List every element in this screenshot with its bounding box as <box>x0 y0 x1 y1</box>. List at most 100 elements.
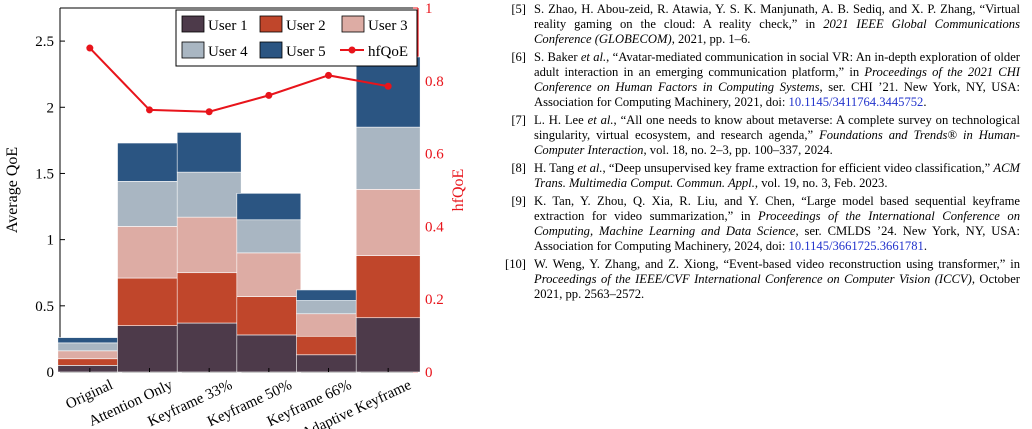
hfqoe-point <box>86 44 94 52</box>
legend-swatch <box>259 15 283 33</box>
hfqoe-line <box>89 47 389 113</box>
reference-text-part: L. H. Lee <box>534 113 588 127</box>
reference-text: H. Tang et al., “Deep unsupervised key f… <box>534 161 1020 191</box>
reference-number: [8] <box>511 161 526 175</box>
y2-tick-label: 0 <box>425 365 433 381</box>
reference-text-part: K. Tan, Y. Zhou, Q. Xia, R. Liu, and Y. … <box>534 194 1020 223</box>
bar-segment <box>117 277 182 326</box>
bar-segment <box>355 56 421 128</box>
reference-text-part: W. Weng, Y. Zhang, and Z. Xiong, “Event-… <box>534 257 1020 271</box>
reference-text-part: . <box>923 239 927 253</box>
reference-text-part: , ser. CMLDS ’24. New York, NY, USA: Ass… <box>534 224 1021 253</box>
reference-text-part: S. Baker <box>534 50 581 64</box>
reference-text-part: et al. <box>580 50 607 64</box>
hfqoe-point <box>265 91 273 99</box>
reference-entry: [10] W. Weng, Y. Zhang, and Z. Xiong, “Ev… <box>500 257 1020 302</box>
reference-number: [6] <box>511 50 526 64</box>
bar-segment <box>176 272 242 324</box>
reference-text: L. H. Lee et al., “All one needs to know… <box>534 113 1020 158</box>
hfqoe-point <box>146 106 153 114</box>
reference-number: [9] <box>511 194 526 208</box>
stacked-bar-chart: 0 0.5 1 1.5 2 2.5 0 0.2 0.4 0.6 0.8 1 Average QoE hfQ… <box>4 1 467 429</box>
y2-tick-label: 1 <box>425 1 433 17</box>
reference-number: [7] <box>511 113 526 127</box>
bar-segment <box>296 313 361 337</box>
legend-swatch <box>181 15 205 33</box>
legend-label: User 4 <box>208 44 248 60</box>
reference-text-part: , “Avatar-mediated communication in soci… <box>534 50 1020 79</box>
bar-segment <box>236 252 302 297</box>
reference-entry: [8] H. Tang et al., “Deep unsupervised ke… <box>500 161 1020 191</box>
reference-entry: [7] L. H. Lee et al., “All one needs to k… <box>500 113 1020 158</box>
reference-text-part: , ser. CHI ’21. New York, NY, USA: Assoc… <box>534 80 1020 109</box>
reference-text-part: , vol. 19, no. 3, Feb. 2023. <box>754 176 888 190</box>
y2-tick-label: 0.4 <box>425 219 444 235</box>
references-list: [5] S. Zhao, H. Abou-zeid, R. Atawia, Y. … <box>500 2 1020 305</box>
hfqoe-point <box>325 71 332 79</box>
bar-segment <box>296 335 361 356</box>
reference-text: S. Baker et al., “Avatar-mediated commun… <box>534 50 1020 110</box>
bar-segment <box>117 226 182 279</box>
y-tick-label: 1 <box>47 233 55 249</box>
reference-entry: [9] K. Tan, Y. Zhou, Q. Xia, R. Liu, and … <box>500 194 1020 254</box>
bar-segment <box>355 317 421 373</box>
bar-segment <box>117 142 182 182</box>
bar-segment <box>236 193 302 221</box>
reference-text-part: , October 2021, pp. 2563–2572. <box>534 272 1020 301</box>
reference-text-part: , vol. 18, no. 2–3, pp. 100–337, 2024. <box>643 143 833 157</box>
bar-segment <box>57 358 123 366</box>
legend-swatch <box>341 15 365 33</box>
legend-box <box>175 9 418 67</box>
bar-segment <box>355 126 421 190</box>
y-tick-label: 1.5 <box>35 166 54 182</box>
reference-text: S. Zhao, H. Abou-zeid, R. Atawia, Y. S. … <box>534 2 1020 47</box>
y-tick-label: 0.5 <box>35 299 54 315</box>
reference-text-part: . <box>923 95 927 109</box>
y-tick-label: 0 <box>47 365 55 381</box>
reference-text-part: 2021 IEEE Global Communications Conferen… <box>534 17 1020 46</box>
reference-entry: [5] S. Zhao, H. Abou-zeid, R. Atawia, Y. … <box>500 2 1020 47</box>
bar-segment <box>176 171 242 218</box>
bar-segment <box>176 216 242 274</box>
legend-line-marker <box>348 46 356 54</box>
bar-segment <box>355 255 421 319</box>
doi-link[interactable]: 10.1145/3661725.3661781 <box>788 239 924 253</box>
bar-segment <box>236 219 302 254</box>
y-tick-label: 2.5 <box>35 34 54 50</box>
hfqoe-point <box>205 108 213 116</box>
reference-text-part: Proceedings of the IEEE/CVF Internationa… <box>534 272 972 286</box>
bar-segment <box>117 325 182 373</box>
reference-text-part: , 2021, pp. 1–6. <box>671 32 751 46</box>
reference-text-part: Proceedings of the International Confere… <box>534 209 1020 238</box>
legend-label: hfQoE <box>368 44 408 60</box>
bar-segment <box>355 189 421 256</box>
reference-number: [10] <box>505 257 526 271</box>
y2-axis-label: hfQoE <box>450 169 467 212</box>
reference-text-part: ACM Trans. Multimedia Comput. Commun. Ap… <box>534 161 1020 190</box>
legend-swatch <box>259 41 283 59</box>
chart-figure: 0 0.5 1 1.5 2 2.5 0 0.2 0.4 0.6 0.8 1 Average QoE hfQ… <box>0 0 470 429</box>
legend-label: User 1 <box>208 18 248 34</box>
reference-number: [5] <box>511 2 526 16</box>
y2-tick-label: 0.6 <box>425 147 444 163</box>
y-tick-label: 2 <box>47 100 55 116</box>
reference-text-part: Foundations and Trends® in Human-Compute… <box>534 128 1020 157</box>
legend-label: User 2 <box>286 18 326 34</box>
bar-segment <box>117 181 182 227</box>
reference-text-part: Proceedings of the 2021 CHI Conference o… <box>534 65 1020 94</box>
reference-text-part: et al. <box>587 113 614 127</box>
y2-tick-label: 0.2 <box>425 292 444 308</box>
bar-segment <box>57 337 123 344</box>
doi-link[interactable]: 10.1145/3411764.3445752 <box>788 95 924 109</box>
reference-entry: [6] S. Baker et al., “Avatar-mediated com… <box>500 50 1020 110</box>
bar-segment <box>236 334 302 373</box>
reference-text: K. Tan, Y. Zhou, Q. Xia, R. Liu, and Y. … <box>534 194 1020 254</box>
bar-segment <box>57 350 123 360</box>
reference-text-part: S. Zhao, H. Abou-zeid, R. Atawia, Y. S. … <box>534 2 1020 31</box>
bar-segment <box>236 296 302 336</box>
reference-text-part: , “Deep unsupervised key frame extractio… <box>602 161 994 175</box>
legend-label: User 3 <box>368 18 408 34</box>
legend-swatch <box>181 41 205 59</box>
bar-segment <box>296 300 361 315</box>
reference-text-part: , “All one needs to know about metaverse… <box>534 113 1020 142</box>
